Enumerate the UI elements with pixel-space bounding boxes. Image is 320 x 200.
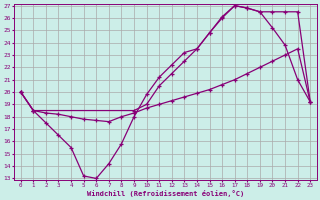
X-axis label: Windchill (Refroidissement éolien,°C): Windchill (Refroidissement éolien,°C) — [87, 190, 244, 197]
